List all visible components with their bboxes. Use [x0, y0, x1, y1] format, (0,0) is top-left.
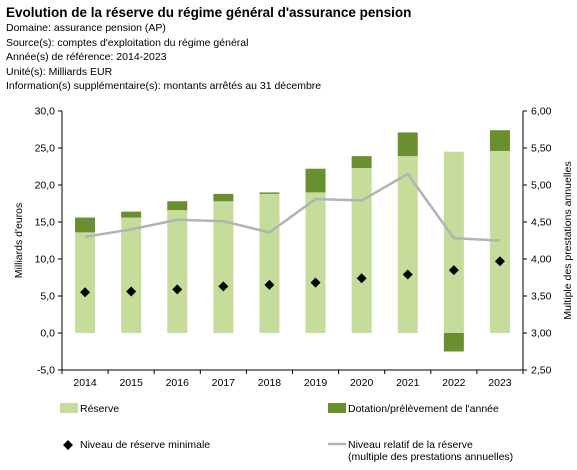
- chart-title: Evolution de la réserve du régime généra…: [6, 5, 412, 20]
- meta-unit: Unité(s): Milliards EUR: [6, 65, 113, 78]
- bar-reserve: [489, 150, 510, 333]
- y-left-tick-label: -5,0: [37, 365, 55, 377]
- bar-dotation: [121, 211, 142, 218]
- y-left-tick-label: 30,0: [35, 106, 56, 118]
- x-tick-label: 2020: [350, 377, 374, 389]
- bar-dotation: [351, 156, 372, 168]
- bar-reserve: [75, 232, 96, 333]
- marker-minimum-level: [356, 273, 367, 284]
- meta-reference-years: Année(s) de référence: 2014-2023: [6, 51, 167, 63]
- y-right-tick-label: 5,00: [531, 180, 552, 192]
- chart-header: Evolution de la réserve du régime généra…: [6, 4, 571, 94]
- x-tick-label: 2021: [396, 377, 420, 389]
- y-right-tick-label: 6,00: [531, 106, 552, 118]
- x-tick-label: 2015: [119, 377, 143, 389]
- bar-dotation: [305, 168, 326, 193]
- marker-minimum-level: [172, 284, 183, 295]
- x-tick-label: 2018: [258, 377, 282, 389]
- bar-dotation: [75, 217, 96, 233]
- bar-reserve: [213, 201, 234, 333]
- y-left-tick-label: 10,0: [35, 254, 56, 266]
- y-left-tick-label: 5,0: [40, 291, 55, 303]
- marker-minimum-level: [264, 279, 275, 290]
- y-right-tick-label: 4,00: [531, 254, 552, 266]
- x-tick-label: 2023: [488, 377, 512, 389]
- bar-dotation: [443, 333, 464, 352]
- bar-dotation: [489, 130, 510, 151]
- x-tick-label: 2017: [212, 377, 236, 389]
- x-tick-label: 2014: [73, 377, 97, 389]
- bar-reserve: [397, 156, 418, 333]
- bar-reserve: [259, 193, 280, 333]
- marker-minimum-level: [494, 256, 505, 267]
- bar-dotation: [259, 192, 280, 194]
- bar-reserve: [305, 192, 326, 333]
- x-tick-label: 2022: [442, 377, 466, 389]
- bar-reserve: [121, 217, 142, 333]
- line-relative-level: [84, 172, 501, 242]
- marker-minimum-level: [310, 277, 321, 288]
- bar-dotation: [397, 132, 418, 157]
- y-right-tick-label: 3,50: [531, 291, 552, 303]
- x-tick-label: 2019: [304, 377, 328, 389]
- marker-minimum-level: [126, 286, 137, 297]
- bar-dotation: [167, 201, 188, 211]
- y-right-tick-label: 4,50: [531, 217, 552, 229]
- bar-reserve: [443, 151, 464, 333]
- marker-minimum-level: [448, 265, 459, 276]
- y-left-tick-label: 0,0: [40, 328, 55, 340]
- bar-reserve: [167, 210, 188, 333]
- meta-source: Source(s): comptes d'exploitation du rég…: [6, 36, 249, 49]
- bar-dotation: [213, 193, 234, 202]
- y-right-tick-label: 2,50: [531, 365, 552, 377]
- y-left-tick-label: 20,0: [35, 180, 56, 192]
- y-right-tick-label: 3,00: [531, 328, 552, 340]
- marker-minimum-level: [402, 269, 413, 280]
- meta-additional-info: Information(s) supplémentaire(s): montan…: [6, 80, 322, 92]
- y-axis-left-title: Milliards d'euros: [13, 203, 25, 279]
- y-right-tick-label: 5,50: [531, 143, 552, 155]
- y-left-tick-label: 15,0: [35, 217, 56, 229]
- y-axis-right-title: Multiple des prestations annuelles: [562, 161, 574, 319]
- marker-minimum-level: [80, 287, 91, 298]
- marker-minimum-level: [218, 281, 229, 292]
- meta-domain: Domaine: assurance pension (AP): [6, 22, 166, 34]
- bar-reserve: [351, 167, 372, 333]
- x-tick-label: 2016: [166, 377, 190, 389]
- y-left-tick-label: 25,0: [35, 143, 56, 155]
